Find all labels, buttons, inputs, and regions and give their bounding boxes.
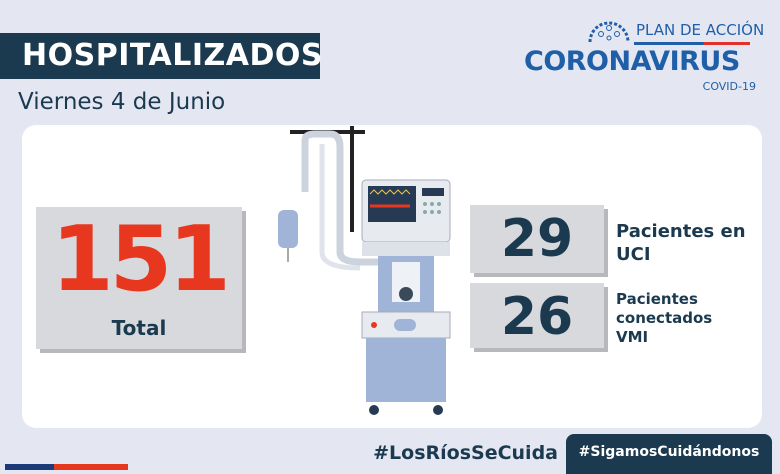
vmi-label-line: conectados: [616, 309, 713, 327]
vmi-label-line: Pacientes: [616, 290, 698, 308]
vmi-value: 26: [500, 287, 574, 347]
vmi-label: Pacientes conectados VMI: [616, 290, 712, 347]
virus-icon: [588, 21, 630, 42]
uci-card: 29: [470, 205, 604, 273]
uci-label-line: UCI: [616, 244, 651, 265]
plan-coronavirus-logo: PLAN DE ACCIÓN CORONAVIRUS COVID-19: [524, 16, 764, 96]
uci-value: 29: [500, 209, 574, 269]
vmi-card: 26: [470, 283, 604, 348]
logo-plan-text: PLAN DE ACCIÓN: [636, 21, 765, 39]
date-label: Viernes 4 de Junio: [18, 89, 226, 115]
total-value: 151: [51, 207, 231, 312]
uci-label-line: Pacientes en: [616, 221, 746, 242]
ventilator-icon: [278, 126, 451, 415]
hashtag-sigamos: #SigamosCuidándonos: [566, 434, 772, 474]
total-card: 151 Total: [36, 207, 242, 349]
flag-stripe: [5, 464, 128, 470]
logo-divider: [634, 42, 750, 45]
uci-label: Pacientes en UCI: [616, 220, 746, 266]
page-title: HOSPITALIZADOS: [0, 33, 322, 79]
logo-covid-text: COVID-19: [702, 80, 756, 93]
total-label: Total: [111, 316, 167, 340]
hashtag-losrios: #LosRíosSeCuida: [373, 442, 558, 464]
logo-coronavirus-text: CORONAVIRUS: [524, 46, 740, 77]
vmi-label-line: VMI: [616, 328, 649, 346]
